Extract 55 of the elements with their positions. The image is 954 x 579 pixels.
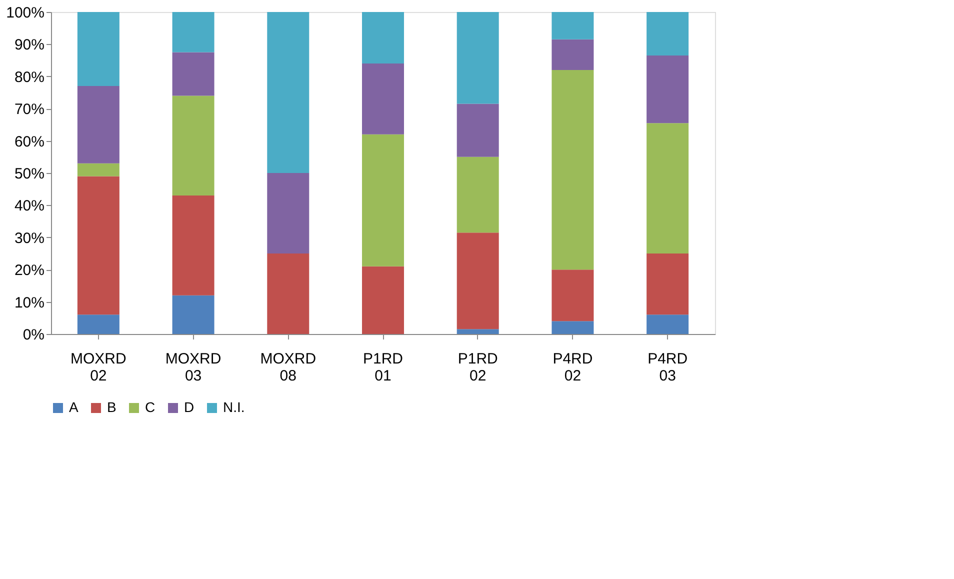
bar xyxy=(172,196,214,296)
bar xyxy=(646,55,689,124)
y-tick-label: 30% xyxy=(14,230,44,247)
bar xyxy=(267,12,310,173)
x-tick-label: P1RD 01 xyxy=(362,350,404,384)
y-tick-label: 100% xyxy=(6,4,44,22)
y-tick-label: 70% xyxy=(14,101,44,118)
x-tick-label: MOXRD 03 xyxy=(165,350,222,384)
bar xyxy=(172,52,214,96)
bar xyxy=(646,314,689,334)
y-tick-label: 90% xyxy=(14,36,44,54)
bar xyxy=(172,295,214,334)
bar xyxy=(552,12,594,40)
bar xyxy=(267,173,310,254)
bar xyxy=(456,104,499,157)
bar xyxy=(552,70,594,270)
bar xyxy=(456,329,499,334)
bar xyxy=(362,64,404,134)
bar xyxy=(646,254,689,315)
bar xyxy=(362,12,404,64)
x-tick-label: P4RD 03 xyxy=(648,350,688,384)
bar xyxy=(77,163,120,176)
bar xyxy=(456,232,499,330)
bar xyxy=(77,86,120,164)
bar xyxy=(646,12,689,56)
bar xyxy=(172,12,214,52)
bar xyxy=(362,266,404,334)
bar xyxy=(267,254,310,334)
legend-label: D xyxy=(184,399,194,415)
bar xyxy=(77,12,120,86)
y-tick-label: 10% xyxy=(14,294,44,312)
legend-label: N.I. xyxy=(223,399,245,415)
y-tick-label: 20% xyxy=(14,262,44,280)
bar xyxy=(77,314,120,334)
legend-label: C xyxy=(145,399,156,415)
bar xyxy=(552,39,594,70)
y-tick-label: 0% xyxy=(22,326,44,344)
x-tick-label: P4RD 02 xyxy=(552,350,593,384)
bar xyxy=(456,156,499,233)
bar xyxy=(77,176,120,315)
bar xyxy=(172,96,214,196)
y-tick-label: 40% xyxy=(14,198,44,215)
legend-label: A xyxy=(69,399,79,415)
bar xyxy=(552,270,594,322)
bar xyxy=(646,123,689,254)
y-tick-label: 80% xyxy=(14,68,44,86)
x-tick-label: MOXRD 08 xyxy=(260,350,316,384)
legend-label: B xyxy=(107,399,116,415)
bar xyxy=(362,134,404,266)
y-tick-label: 60% xyxy=(14,133,44,150)
bar xyxy=(456,12,499,104)
y-tick-label: 50% xyxy=(14,166,44,182)
x-tick-label: P1RD 02 xyxy=(458,350,498,384)
x-tick-label: MOXRD 02 xyxy=(70,350,127,384)
bar xyxy=(552,321,594,334)
